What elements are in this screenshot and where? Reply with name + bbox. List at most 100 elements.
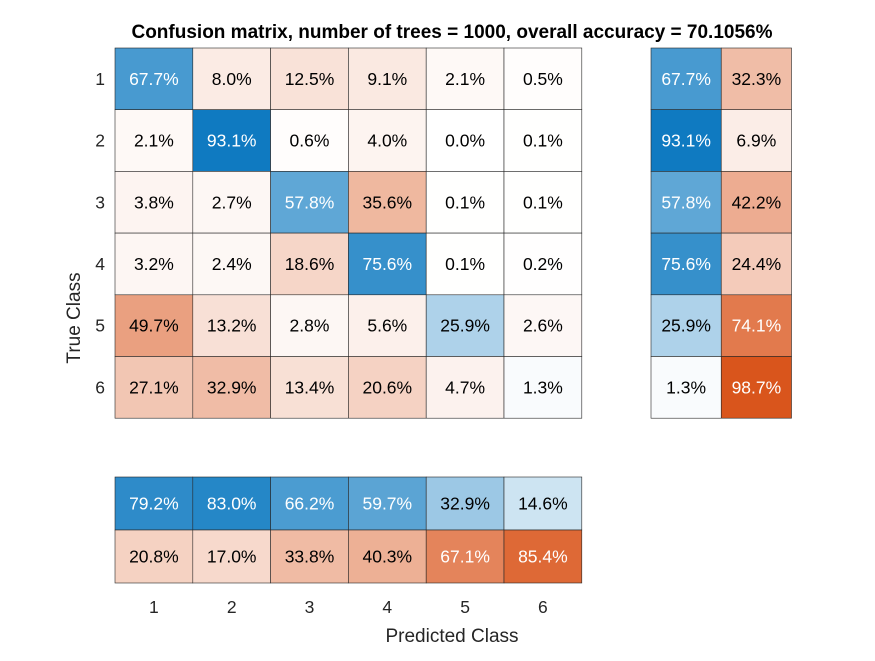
col-summary-c5-incorrect-rect <box>425 529 505 584</box>
cell-r2-c2: 93.1% <box>192 109 271 172</box>
y-axis-label: True Class <box>64 272 85 363</box>
cell-r1-c5-rect <box>425 47 505 111</box>
row-summary-r4-correct-label: 75.6% <box>661 254 711 274</box>
col-summary-c5-incorrect: 67.1% <box>425 529 505 584</box>
cell-r1-c6-label: 0.5% <box>523 69 563 89</box>
cell-r4-c5-rect <box>425 232 505 296</box>
row-summary-r5-correct-label: 25.9% <box>661 316 711 336</box>
y-tick-label: 5 <box>95 316 105 336</box>
cell-r5-c2: 13.2% <box>192 294 271 357</box>
cell-r3-c5: 0.1% <box>425 171 505 234</box>
cell-r2-c3: 0.6% <box>270 109 349 172</box>
cell-r5-c6: 2.6% <box>503 294 583 357</box>
col-summary-c1-correct-label: 79.2% <box>129 494 179 514</box>
y-tick-label: 2 <box>95 131 105 151</box>
row-summary-r3-correct-label: 57.8% <box>661 192 711 212</box>
col-summary-c3-correct-label: 66.2% <box>285 494 335 514</box>
cell-r3-c4: 35.6% <box>348 171 427 234</box>
row-summary-r2-incorrect-rect <box>720 109 792 172</box>
x-tick-label: 5 <box>460 597 470 617</box>
row-summary-r3-incorrect-rect <box>720 171 792 234</box>
cell-r2-c3-label: 0.6% <box>290 131 330 151</box>
row-summary-r6-incorrect: 98.7% <box>720 356 792 419</box>
cell-r4-c3-rect <box>270 232 349 296</box>
row-summary-matrix: 67.7% 32.3% 93.1% 6.9% 57.8% 42.2% 75.6% 24.4% 2… <box>650 47 792 419</box>
cell-r4-c3: 18.6% <box>270 232 349 296</box>
cell-r6-c2-label: 32.9% <box>207 377 257 397</box>
col-summary-c4-correct-label: 59.7% <box>362 494 412 514</box>
col-summary-c2-correct-rect <box>192 476 271 531</box>
x-tick-label: 6 <box>538 597 548 617</box>
cell-r5-c6-label: 2.6% <box>523 316 563 336</box>
row-summary-r1-correct-rect <box>650 47 722 111</box>
cell-r4-c3-label: 18.6% <box>285 254 335 274</box>
row-summary-r4-incorrect: 24.4% <box>720 232 792 296</box>
row-summary-r5-correct-rect <box>650 294 722 357</box>
cell-r3-c5-label: 0.1% <box>445 192 485 212</box>
col-summary-c3-correct: 66.2% <box>270 476 349 531</box>
row-summary-r1-incorrect-rect <box>720 47 792 111</box>
col-summary-c3-incorrect: 33.8% <box>270 529 349 584</box>
cell-r4-c5: 0.1% <box>425 232 505 296</box>
cell-r4-c6-rect <box>503 232 583 296</box>
row-summary-r6-correct: 1.3% <box>650 356 722 419</box>
cell-r6-c5-label: 4.7% <box>445 377 485 397</box>
cell-r4-c4-label: 75.6% <box>362 254 412 274</box>
col-summary-c5-correct-rect <box>425 476 505 531</box>
main-confusion-matrix: 67.7% 8.0% 12.5% 9.1% 2.1% 0.5% 2.1% 93.1% 0.6% 4… <box>114 47 583 419</box>
cell-r2-c4-label: 4.0% <box>367 131 407 151</box>
y-tick-label: 4 <box>95 254 105 274</box>
cell-r2-c6: 0.1% <box>503 109 583 172</box>
cell-r4-c2: 2.4% <box>192 232 271 296</box>
cell-r1-c4-rect <box>348 47 427 111</box>
row-summary-r1-incorrect-label: 32.3% <box>732 69 782 89</box>
col-summary-c6-correct-rect <box>503 476 583 531</box>
cell-r3-c1-rect <box>114 171 194 234</box>
cell-r5-c4-label: 5.6% <box>367 316 407 336</box>
cell-r1-c3: 12.5% <box>270 47 349 111</box>
col-summary-c1-incorrect-label: 20.8% <box>129 547 179 567</box>
col-summary-c5-incorrect-label: 67.1% <box>440 547 490 567</box>
cell-r3-c3: 57.8% <box>270 171 349 234</box>
col-summary-c6-incorrect-label: 85.4% <box>518 547 568 567</box>
cell-r5-c6-rect <box>503 294 583 357</box>
row-summary-r1-incorrect: 32.3% <box>720 47 792 111</box>
row-summary-r4-incorrect-label: 24.4% <box>732 254 782 274</box>
col-summary-c3-incorrect-label: 33.8% <box>285 547 335 567</box>
row-summary-r6-incorrect-rect <box>720 356 792 419</box>
cell-r3-c6-label: 0.1% <box>523 192 563 212</box>
cell-r4-c6-label: 0.2% <box>523 254 563 274</box>
cell-r2-c5: 0.0% <box>425 109 505 172</box>
col-summary-c5-correct: 32.9% <box>425 476 505 531</box>
chart-title: Confusion matrix, number of trees = 1000… <box>131 22 772 43</box>
y-tick-label: 6 <box>95 377 105 397</box>
column-summary-matrix: 79.2% 83.0% 66.2% 59.7% 32.9% 14.6% 20.8% 17.0%… <box>114 476 583 584</box>
col-summary-c5-correct-label: 32.9% <box>440 494 490 514</box>
cell-r2-c5-label: 0.0% <box>445 131 485 151</box>
cell-r6-c6-label: 1.3% <box>523 377 563 397</box>
col-summary-c3-incorrect-rect <box>270 529 349 584</box>
row-summary-r3-incorrect-label: 42.2% <box>732 192 782 212</box>
cell-r1-c2-label: 8.0% <box>212 69 252 89</box>
row-summary-r4-incorrect-rect <box>720 232 792 296</box>
cell-r4-c2-label: 2.4% <box>212 254 252 274</box>
col-summary-c4-incorrect-label: 40.3% <box>362 547 412 567</box>
x-axis-label: Predicted Class <box>385 626 518 647</box>
cell-r4-c5-label: 0.1% <box>445 254 485 274</box>
cell-r1-c6-rect <box>503 47 583 111</box>
col-summary-c4-incorrect: 40.3% <box>348 529 427 584</box>
cell-r3-c1: 3.8% <box>114 171 194 234</box>
x-tick-label: 1 <box>149 597 159 617</box>
cell-r4-c6: 0.2% <box>503 232 583 296</box>
row-summary-r4-correct: 75.6% <box>650 232 722 296</box>
cell-r1-c1-label: 67.7% <box>129 69 179 89</box>
cell-r1-c4-label: 9.1% <box>367 69 407 89</box>
col-summary-c1-incorrect-rect <box>114 529 194 584</box>
cell-r6-c6: 1.3% <box>503 356 583 419</box>
y-tick-label: 3 <box>95 192 105 212</box>
cell-r1-c5: 2.1% <box>425 47 505 111</box>
cell-r2-c4: 4.0% <box>348 109 427 172</box>
row-summary-r2-incorrect-label: 6.9% <box>736 131 776 151</box>
